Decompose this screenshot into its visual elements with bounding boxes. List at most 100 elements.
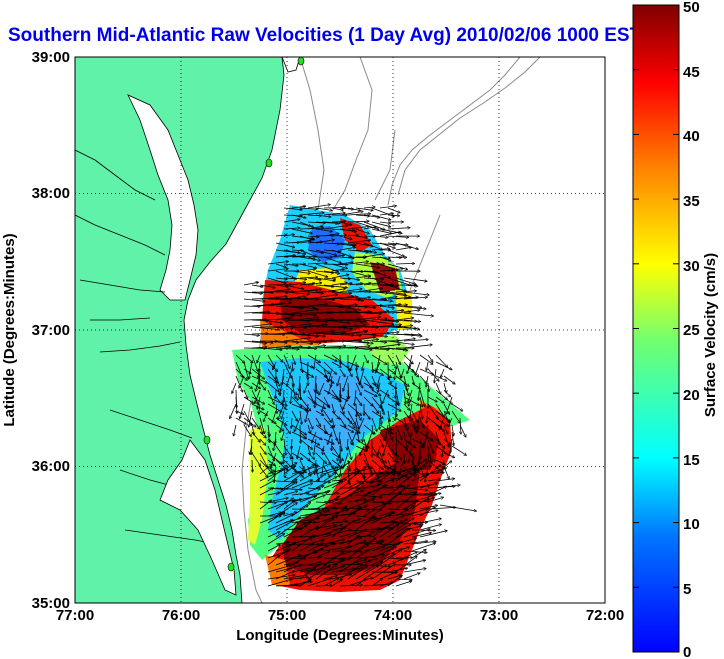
velocity-vector xyxy=(236,396,237,413)
velocity-vector xyxy=(371,486,384,496)
velocity-vector xyxy=(347,337,375,342)
velocity-vector xyxy=(387,525,411,538)
velocity-vector xyxy=(411,462,428,475)
velocity-vector xyxy=(387,452,395,462)
velocity-vector xyxy=(418,410,421,429)
velocity-vector xyxy=(403,410,411,421)
velocity-vector xyxy=(379,285,397,286)
velocity-vector xyxy=(372,424,373,434)
velocity-vector xyxy=(251,354,258,371)
velocity-vector xyxy=(347,270,370,277)
velocity-vector xyxy=(259,296,287,300)
velocity-vector xyxy=(371,501,391,517)
velocity-vector xyxy=(387,403,401,411)
velocity-vector xyxy=(291,577,308,580)
velocity-vector xyxy=(323,499,337,503)
velocity-vector xyxy=(275,515,293,524)
velocity-vector xyxy=(275,571,294,580)
velocity-vector xyxy=(267,452,282,464)
velocity-vector xyxy=(371,547,384,552)
velocity-vector xyxy=(283,472,301,482)
velocity-vector xyxy=(291,438,292,449)
velocity-vector xyxy=(331,396,341,401)
colorbar-label: Surface Velocity (cm/s) xyxy=(702,253,719,417)
station-marker xyxy=(297,57,305,66)
velocity-vector xyxy=(299,544,314,552)
velocity-vector xyxy=(243,319,266,320)
velocity-vector xyxy=(283,291,309,294)
velocity-vector xyxy=(395,310,420,314)
velocity-vector xyxy=(259,382,265,390)
plot-area xyxy=(74,56,606,604)
velocity-vector xyxy=(251,326,279,330)
velocity-vector xyxy=(403,277,427,281)
hf-radar-stations xyxy=(203,57,305,572)
velocity-vector xyxy=(275,278,287,279)
velocity-vector xyxy=(355,375,363,388)
velocity-vector xyxy=(403,354,413,364)
colorbar-tick: 50 xyxy=(683,0,700,16)
velocity-vector xyxy=(259,303,282,307)
velocity-vector xyxy=(323,578,339,587)
velocity-vector xyxy=(307,295,337,300)
velocity-vector xyxy=(283,338,310,342)
velocity-vector xyxy=(267,354,275,367)
velocity-vector xyxy=(387,558,403,559)
velocity-vector xyxy=(403,438,415,448)
velocity-vector xyxy=(434,368,437,383)
velocity-vector xyxy=(387,486,402,496)
velocity-vector xyxy=(267,277,286,283)
colorbar-tick: 40 xyxy=(683,128,700,145)
velocity-vector xyxy=(395,361,401,378)
velocity-vector xyxy=(355,228,369,234)
velocity-vector xyxy=(337,375,341,386)
velocity-vector xyxy=(363,242,382,250)
velocity-vector xyxy=(363,249,376,253)
velocity-vector xyxy=(411,410,417,422)
velocity-vector xyxy=(275,503,297,517)
velocity-vector xyxy=(275,542,289,545)
velocity-vector xyxy=(307,463,331,475)
velocity-vector xyxy=(355,549,370,559)
colorbar-tick: 45 xyxy=(683,64,700,81)
velocity-vector xyxy=(355,424,359,442)
velocity-vector xyxy=(315,403,325,409)
velocity-vector xyxy=(230,403,237,418)
velocity-vector xyxy=(355,396,362,405)
velocity-vector xyxy=(403,389,406,404)
velocity-vector xyxy=(323,473,336,482)
velocity-vector xyxy=(371,452,386,463)
velocity-vector xyxy=(275,487,302,490)
velocity-vector xyxy=(331,417,334,427)
velocity-vector xyxy=(259,480,274,489)
velocity-vector xyxy=(323,354,337,361)
velocity-vector xyxy=(291,403,307,410)
velocity-vector xyxy=(323,256,341,263)
velocity-vector xyxy=(403,522,423,525)
velocity-vector xyxy=(371,547,396,559)
velocity-vector xyxy=(451,410,460,423)
velocity-vector xyxy=(284,466,285,477)
velocity-vector xyxy=(267,512,284,524)
velocity-vector xyxy=(363,292,389,293)
velocity-vector xyxy=(291,333,318,336)
velocity-vector xyxy=(275,242,294,247)
velocity-vector xyxy=(427,452,430,467)
velocity-vector xyxy=(307,540,324,545)
velocity-vector xyxy=(371,368,383,375)
velocity-vector xyxy=(387,445,396,455)
velocity-vector xyxy=(355,276,370,279)
velocity-vector xyxy=(259,466,268,477)
velocity-vector xyxy=(299,527,318,538)
velocity-vector xyxy=(291,445,292,459)
velocity-vector xyxy=(395,518,414,531)
velocity-vector xyxy=(347,545,368,559)
velocity-vector xyxy=(291,282,305,286)
velocity-vector xyxy=(259,452,267,467)
velocity-vector xyxy=(362,361,365,370)
velocity-vector xyxy=(291,480,312,489)
velocity-vector xyxy=(291,278,306,279)
velocity-vector xyxy=(395,417,406,425)
velocity-vector xyxy=(315,299,334,300)
velocity-vector xyxy=(307,331,334,335)
